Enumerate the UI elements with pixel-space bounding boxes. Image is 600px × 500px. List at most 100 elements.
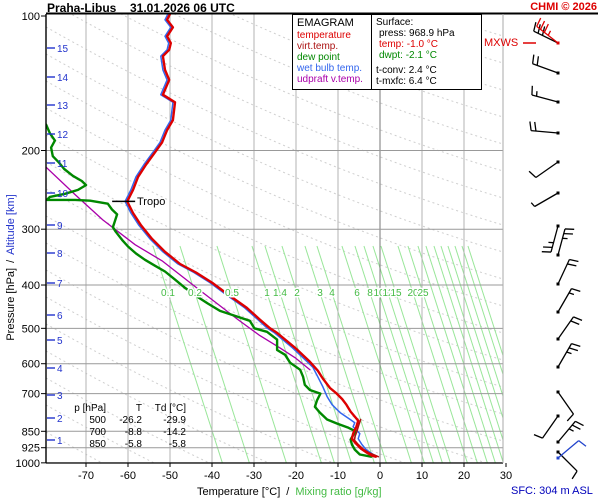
levels-table-header: p [hPa] T Td [°C] [74, 403, 186, 414]
table-row: 500 -26.2 -29.9 [89, 415, 186, 426]
wind-barb [533, 414, 560, 439]
svg-text:10: 10 [57, 189, 69, 200]
svg-text:2: 2 [294, 288, 300, 299]
svg-text:6: 6 [354, 288, 360, 299]
legend-item-temperature: temperature [297, 30, 351, 41]
svg-text:-30: -30 [246, 470, 262, 482]
svg-text:12: 12 [382, 288, 394, 299]
svg-text:0.5: 0.5 [225, 288, 239, 299]
svg-text:8: 8 [367, 288, 373, 299]
curve-dew-point [46, 123, 373, 458]
svg-text:0.2: 0.2 [188, 288, 202, 299]
wind-barb [529, 121, 560, 135]
svg-text:4: 4 [329, 288, 335, 299]
svg-text:0.1: 0.1 [161, 288, 175, 299]
wind-barb [556, 258, 579, 286]
svg-text:4: 4 [57, 364, 63, 375]
wind-barb [556, 228, 575, 257]
wind-barb [556, 316, 583, 341]
sounding-curves [46, 14, 380, 458]
svg-text:8: 8 [57, 249, 63, 260]
surface-box: Surface: press: 968.9 hPa temp: -1.0 °C … [371, 14, 482, 90]
x-axis-title-temperature: Temperature [°C] [197, 486, 281, 498]
station-title: Praha-Libus [47, 1, 117, 15]
wind-barb [531, 85, 560, 104]
wind-barb [530, 191, 560, 208]
y-axis-title-pressure: Pressure [hPa] [5, 267, 17, 341]
wind-barb [531, 54, 560, 75]
wind-barb [528, 160, 560, 179]
legend-item-updraft: udpraft v.temp. [297, 74, 363, 85]
wind-barb [556, 287, 581, 314]
mxws-label: MXWS [484, 37, 519, 49]
svg-text:10: 10 [373, 288, 385, 299]
svg-text:300: 300 [22, 224, 40, 236]
svg-text:25: 25 [417, 288, 429, 299]
wind-barbs [528, 17, 587, 480]
svg-text:2: 2 [57, 414, 63, 425]
curve-temperature [126, 14, 377, 458]
svg-text:-60: -60 [120, 470, 136, 482]
svg-text:20: 20 [407, 288, 419, 299]
svg-text:20: 20 [458, 470, 470, 482]
copyright-label: CHMI © 2026 [530, 1, 597, 13]
plot-border [45, 12, 598, 464]
surface-press: press: 968.9 hPa [379, 28, 455, 39]
temp-tick-labels: -70 -60 -50 -40 -30 -20 -10 0 10 20 30 [78, 463, 512, 482]
svg-text:7: 7 [57, 279, 63, 290]
legend-title: EMAGRAM [297, 17, 354, 29]
svg-text:400: 400 [22, 280, 40, 292]
x-axis-title-mixing-ratio: Mixing ratio [g/kg] [295, 486, 382, 498]
legend-box: EMAGRAM temperature virt.temp. dew point… [292, 14, 372, 90]
surface-elevation-label: SFC: 304 m ASL [511, 485, 593, 497]
wind-barb [556, 450, 578, 480]
svg-text:9: 9 [57, 221, 63, 232]
tropopause-label: Tropo [137, 196, 166, 208]
y-axis-title: Pressure [hPa]/Altitude [km] [5, 194, 17, 341]
svg-text:3: 3 [317, 288, 323, 299]
svg-text:13: 13 [57, 101, 69, 112]
legend-item-wet-bulb: wet bulb temp. [297, 63, 363, 74]
svg-text:3: 3 [57, 391, 63, 402]
table-row: 850 -5.8 -5.8 [89, 439, 186, 450]
svg-text:1: 1 [57, 436, 63, 447]
svg-text:500: 500 [22, 323, 40, 335]
surface-title: Surface: [376, 17, 414, 28]
svg-text:-40: -40 [204, 470, 220, 482]
surface-tmxfc: t-mxfc: 6.4 °C [376, 76, 437, 87]
svg-text:6: 6 [57, 311, 63, 322]
legend-item-dew-point: dew point [297, 52, 340, 63]
svg-text:1000: 1000 [16, 458, 40, 470]
svg-text:15: 15 [390, 288, 402, 299]
svg-text:100: 100 [22, 11, 40, 23]
table-row: 700 -8.8 -14.2 [89, 427, 186, 438]
wind-barb [536, 17, 560, 45]
svg-text:30: 30 [500, 470, 512, 482]
sounding-datetime: 31.01.2026 06 UTC [130, 1, 235, 15]
svg-text:11: 11 [57, 159, 68, 170]
svg-text:-10: -10 [330, 470, 346, 482]
svg-text:0: 0 [377, 470, 383, 482]
svg-text:-20: -20 [288, 470, 304, 482]
legend-item-virt-temp: virt.temp. [297, 41, 339, 52]
wind-barb [556, 390, 575, 422]
wind-barb [541, 224, 560, 253]
wind-barb [556, 440, 587, 460]
x-axis-title: Temperature [°C] / Mixing ratio [g/kg] [197, 486, 382, 498]
curve-udpraft-v-temp- [46, 166, 311, 371]
svg-text:12: 12 [57, 130, 69, 141]
svg-text:850: 850 [22, 426, 40, 438]
svg-text:200: 200 [22, 146, 40, 158]
svg-text:1.4: 1.4 [273, 288, 287, 299]
svg-text:600: 600 [22, 359, 40, 371]
svg-text:1: 1 [264, 288, 270, 299]
svg-text:10: 10 [416, 470, 428, 482]
wind-barb [556, 420, 584, 444]
svg-text:5: 5 [57, 336, 63, 347]
wind-barb [556, 342, 581, 369]
svg-text:925: 925 [22, 443, 40, 455]
